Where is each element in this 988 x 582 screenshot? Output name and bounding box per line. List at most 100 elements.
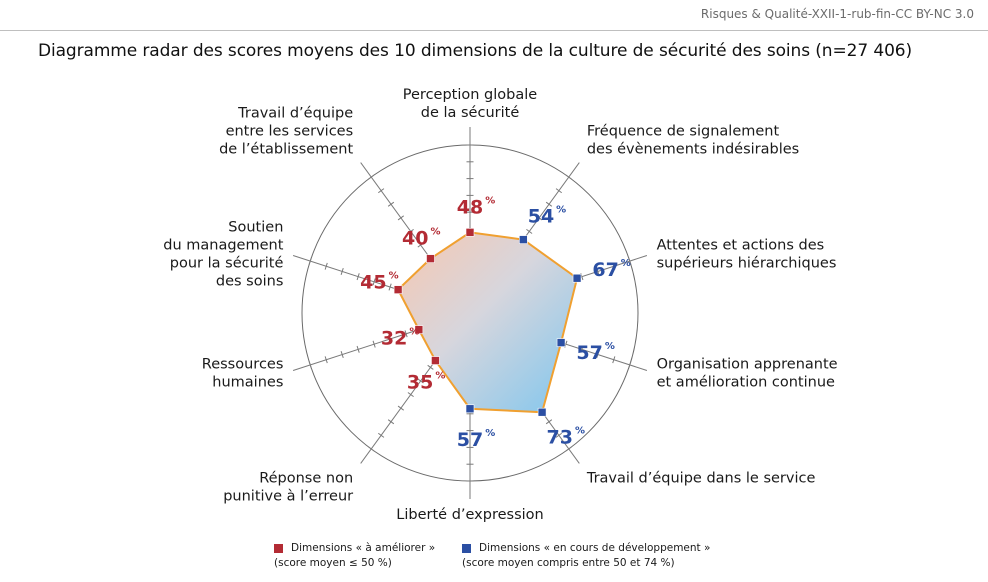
- value-unit-4: %: [575, 425, 585, 436]
- legend-label-improve: Dimensions « à améliorer »: [291, 542, 436, 554]
- axis-label-9: Travail d’équipe: [237, 106, 353, 122]
- radar-tick: [628, 257, 632, 265]
- legend-sub-developing: (score moyen compris entre 50 et 74 %): [462, 557, 675, 569]
- axis-label-0: de la sécurité: [421, 105, 520, 121]
- axis-label-5: Liberté d’expression: [396, 507, 543, 523]
- radar-tick: [308, 361, 312, 369]
- axis-label-6: Réponse non: [259, 470, 353, 486]
- radar-tick: [612, 356, 616, 364]
- legend-item-developing: Dimensions « en cours de développement »…: [462, 541, 710, 571]
- radar-tick: [356, 273, 360, 281]
- data-point-1: [519, 235, 528, 244]
- radar-tick: [628, 361, 632, 369]
- value-label-2: 67: [592, 259, 618, 281]
- value-unit-8: %: [389, 271, 399, 282]
- radar-tick: [387, 419, 395, 425]
- radar-tick: [427, 364, 434, 370]
- value-unit-2: %: [621, 258, 631, 269]
- radar-tick: [378, 432, 385, 438]
- radar-tick: [324, 356, 328, 364]
- data-point-7: [414, 325, 424, 334]
- radar-tick: [372, 278, 376, 286]
- radar-tick: [340, 351, 344, 359]
- radar-tick: [596, 351, 600, 359]
- value-unit-5: %: [485, 428, 495, 439]
- radar-tick: [387, 201, 395, 207]
- axis-label-8: du management: [163, 238, 283, 254]
- data-point-5: [465, 404, 475, 414]
- radar-tick: [368, 174, 375, 180]
- legend-swatch-developing: [462, 544, 471, 553]
- value-unit-3: %: [605, 341, 615, 352]
- radar-tick: [612, 262, 616, 270]
- axis-label-1: des évènements indésirables: [587, 142, 799, 158]
- legend-swatch-improve: [274, 544, 283, 553]
- axis-label-3: et amélioration continue: [657, 374, 835, 390]
- data-point-6: [431, 356, 440, 365]
- radar-tick: [324, 262, 328, 270]
- radar-tick: [526, 228, 533, 234]
- radar-tick: [565, 174, 572, 180]
- value-label-9: 40: [402, 228, 428, 250]
- radar-tick: [340, 267, 344, 275]
- radar-tick: [545, 419, 553, 425]
- axis-label-2: supérieurs hiérarchiques: [657, 256, 837, 272]
- radar-tick: [404, 330, 408, 338]
- value-label-3: 57: [576, 342, 602, 364]
- radar-tick: [580, 345, 584, 353]
- data-point-3: [556, 338, 566, 347]
- axis-label-7: Ressources: [202, 356, 284, 372]
- value-unit-0: %: [485, 195, 495, 206]
- axis-label-8: pour la sécurité: [170, 256, 284, 272]
- radar-area-fill: [398, 232, 578, 413]
- axis-label-3: Organisation apprenante: [657, 356, 838, 372]
- radar-tick: [397, 215, 405, 221]
- value-unit-6: %: [435, 371, 445, 382]
- radar-tick: [535, 215, 543, 221]
- header-divider: [0, 30, 988, 31]
- radar-tick: [565, 446, 572, 452]
- radar-tick: [555, 188, 562, 194]
- axis-label-8: Soutien: [228, 220, 283, 236]
- value-label-4: 73: [546, 426, 572, 448]
- axis-label-2: Attentes et actions des: [657, 238, 825, 254]
- value-label-5: 57: [457, 429, 483, 451]
- radar-tick: [388, 335, 392, 343]
- value-label-0: 48: [457, 196, 483, 218]
- data-point-9: [426, 254, 435, 263]
- value-label-8: 45: [360, 272, 386, 294]
- data-point-4: [537, 407, 547, 417]
- value-unit-7: %: [409, 327, 419, 338]
- radar-tick: [378, 188, 385, 194]
- radar-tick: [308, 257, 312, 265]
- legend-label-developing: Dimensions « en cours de développement »: [479, 542, 711, 554]
- legend-item-improve: Dimensions « à améliorer » (score moyen …: [274, 541, 435, 571]
- axis-label-0: Perception globale: [403, 87, 537, 103]
- radar-tick: [555, 432, 562, 438]
- axis-label-4: Travail d’équipe dans le service: [586, 470, 816, 486]
- data-point-8: [393, 285, 403, 294]
- axis-label-8: des soins: [216, 274, 284, 290]
- value-unit-1: %: [556, 204, 566, 215]
- data-point-0: [465, 228, 475, 237]
- axis-label-1: Fréquence de signalement: [587, 124, 780, 140]
- radar-tick: [596, 267, 600, 275]
- radar-tick: [545, 201, 553, 207]
- radar-tick: [388, 283, 392, 291]
- value-label-7: 32: [381, 328, 407, 350]
- radar-tick: [417, 378, 424, 384]
- source-credit: Risques & Qualité-XXII-1-rub-fin-CC BY-N…: [700, 7, 974, 21]
- radar-tick: [417, 242, 424, 248]
- axis-label-7: humaines: [212, 374, 283, 390]
- radar-tick: [368, 446, 375, 452]
- radar-tick: [397, 405, 405, 411]
- radar-tick: [356, 345, 360, 353]
- axis-label-9: entre les services: [226, 124, 354, 140]
- axis-label-6: punitive à l’erreur: [223, 488, 353, 504]
- value-label-1: 54: [528, 205, 554, 227]
- axis-label-9: de l’établissement: [219, 142, 353, 158]
- value-label-6: 35: [407, 372, 433, 394]
- legend-sub-improve: (score moyen ≤ 50 %): [274, 557, 392, 569]
- data-point-2: [572, 273, 582, 283]
